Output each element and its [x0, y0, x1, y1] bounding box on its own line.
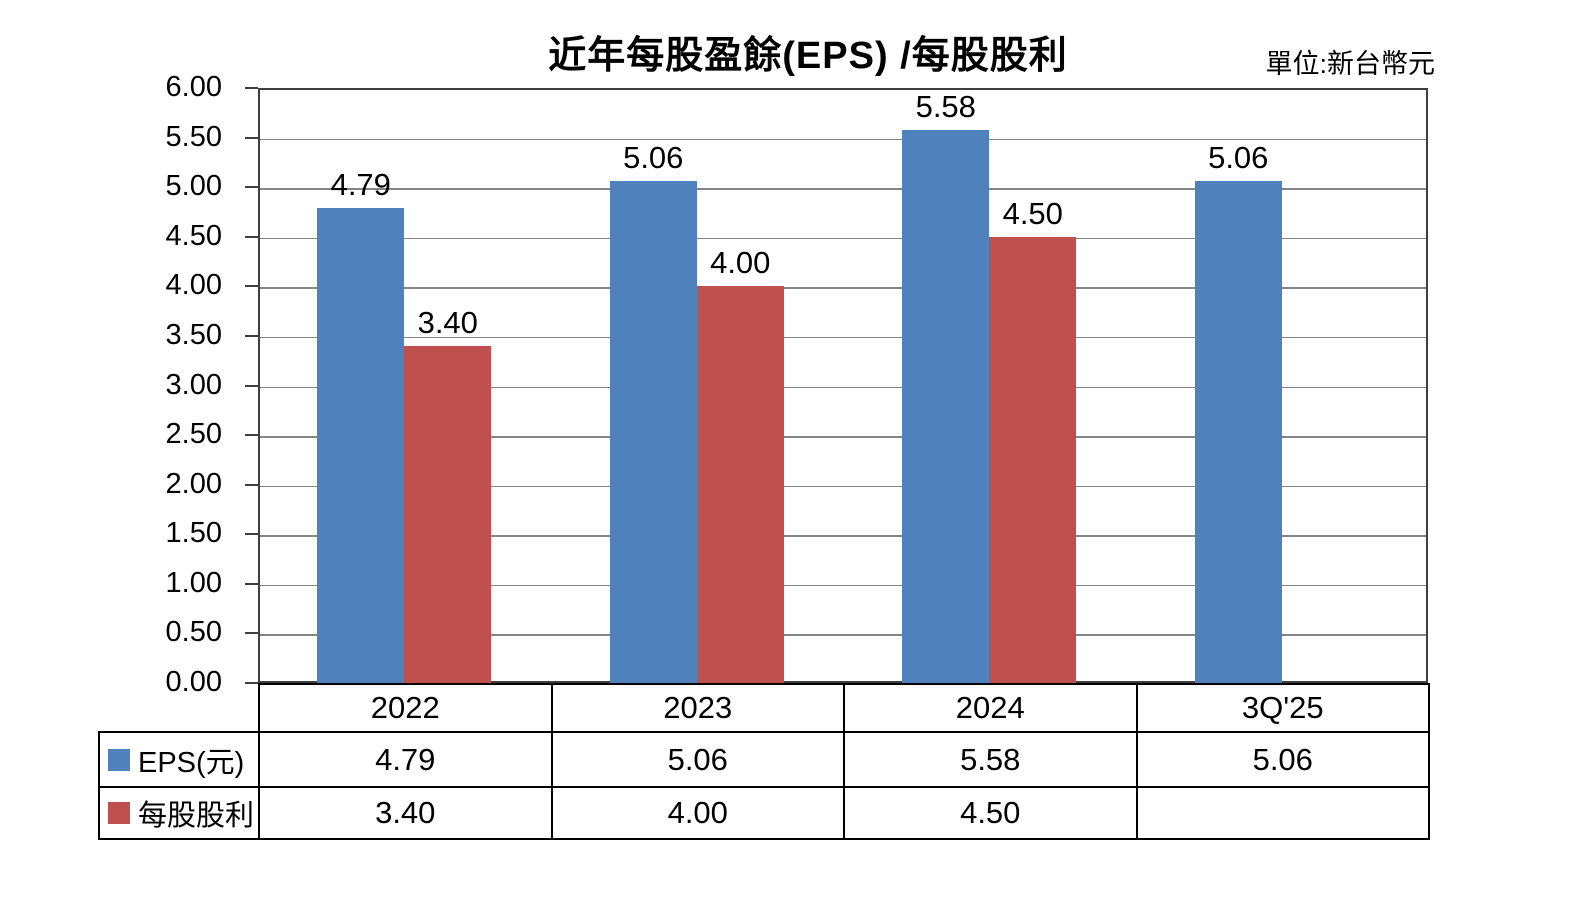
gridline	[260, 237, 1426, 240]
y-axis-label: 0.00	[165, 666, 222, 698]
bar-eps-2023	[609, 181, 697, 683]
bar-value-label: 4.50	[1002, 195, 1063, 231]
table-cell-year: 2023	[550, 683, 845, 733]
gridline	[260, 436, 1426, 438]
bar-value-label: 4.79	[330, 166, 391, 202]
y-axis-tick	[245, 235, 258, 238]
gridline	[260, 188, 1426, 190]
y-axis-label: 4.00	[165, 269, 222, 302]
table-cell-year: 3Q'25	[1135, 683, 1430, 733]
y-axis-tick	[245, 682, 258, 684]
y-axis-tick	[245, 285, 258, 288]
table-cell-value: 3.40	[258, 786, 553, 840]
bar-value-label: 5.58	[915, 88, 976, 124]
legend-swatch-eps	[108, 748, 130, 771]
table-cell-value	[1135, 786, 1430, 840]
table-cell-year: 2022	[258, 683, 553, 733]
gridline	[260, 287, 1426, 289]
bar-dividend-2022	[404, 345, 492, 683]
bar-value-label: 3.40	[417, 304, 478, 340]
unit-label: 單位:新台幣元	[1265, 49, 1435, 79]
bar-eps-2024	[902, 129, 990, 683]
legend-cell-eps: EPS(元)	[98, 731, 260, 788]
gridline	[260, 386, 1426, 388]
bar-dividend-2024	[989, 236, 1077, 683]
table-cell-value: 4.00	[550, 786, 845, 840]
y-axis-label: 1.00	[165, 566, 222, 599]
y-axis-label: 6.00	[165, 71, 222, 103]
y-axis-tick	[245, 533, 258, 536]
legend-cell-dividend: 每股股利	[98, 786, 260, 840]
y-axis-label: 3.00	[165, 368, 222, 401]
gridline	[260, 584, 1426, 587]
y-axis-tick	[245, 186, 258, 189]
bar-value-label: 5.06	[1208, 140, 1269, 176]
table-cell-value: 4.79	[258, 731, 553, 788]
bar-eps-2022	[317, 207, 405, 683]
gridline	[260, 535, 1426, 537]
legend-label-eps: EPS(元)	[138, 746, 245, 779]
y-axis-tick	[245, 434, 258, 437]
legend-label-dividend: 每股股利	[138, 800, 255, 832]
bar-eps-3Q25	[1194, 181, 1282, 683]
y-axis-label: 2.00	[165, 467, 222, 500]
bar-value-label: 5.06	[623, 140, 684, 176]
y-axis-tick	[245, 582, 258, 585]
table-cell-value: 5.06	[1135, 731, 1430, 788]
y-axis-tick	[245, 136, 258, 139]
gridline	[260, 336, 1426, 339]
y-axis-tick	[245, 483, 258, 486]
bar-value-label: 4.00	[710, 245, 771, 281]
table-cell-value: 5.06	[550, 731, 845, 788]
y-axis-tick	[245, 87, 258, 89]
y-axis-label: 0.50	[165, 616, 222, 649]
y-axis-label: 5.00	[165, 170, 222, 203]
gridline	[260, 634, 1426, 636]
y-axis-label: 2.50	[165, 418, 222, 451]
y-axis-tick	[245, 334, 258, 337]
gridline	[260, 485, 1426, 488]
y-axis-label: 4.50	[165, 219, 222, 252]
gridline	[260, 138, 1426, 141]
y-axis-label: 3.50	[165, 318, 222, 351]
chart-title: 近年每股盈餘(EPS) /每股股利	[548, 35, 1068, 77]
bar-dividend-2023	[696, 286, 784, 683]
table-cell-value: 5.58	[843, 731, 1138, 788]
y-axis-tick	[245, 384, 258, 387]
table-cell-year: 2024	[843, 683, 1138, 733]
table-cell-value: 4.50	[843, 786, 1138, 840]
legend-swatch-dividend	[108, 802, 130, 824]
y-axis-tick	[245, 632, 258, 635]
y-axis-label: 5.50	[165, 120, 222, 153]
y-axis-label: 1.50	[165, 517, 222, 550]
